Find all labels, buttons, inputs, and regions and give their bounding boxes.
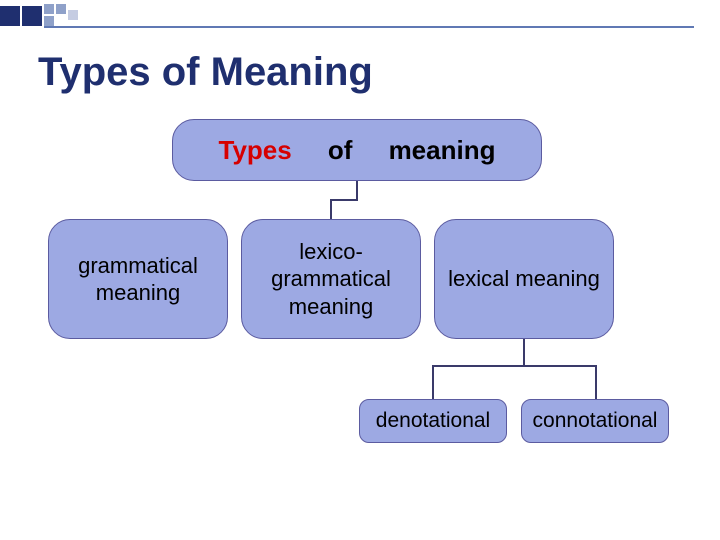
- root-word-types: Types: [219, 135, 292, 165]
- connector: [432, 365, 434, 399]
- deco-square: [44, 16, 54, 26]
- node-label: lexico-grammatical meaning: [242, 238, 420, 321]
- connector: [523, 339, 525, 365]
- deco-square: [56, 4, 66, 14]
- slide-divider: [44, 26, 694, 28]
- connector: [595, 365, 597, 399]
- deco-square: [68, 10, 78, 20]
- node-label: denotational: [376, 408, 490, 434]
- node-label: connotational: [533, 408, 658, 434]
- node-denotational: denotational: [359, 399, 507, 443]
- node-root: Types of meaning: [172, 119, 542, 181]
- connector: [330, 199, 358, 201]
- node-grammatical: grammatical meaning: [48, 219, 228, 339]
- deco-square: [0, 6, 20, 26]
- node-lexico-grammatical: lexico-grammatical meaning: [241, 219, 421, 339]
- node-connotational: connotational: [521, 399, 669, 443]
- node-label: lexical meaning: [448, 265, 600, 293]
- root-word-of: of: [328, 135, 353, 165]
- slide-title: Types of Meaning: [38, 50, 373, 95]
- deco-square: [22, 6, 42, 26]
- connector: [356, 181, 358, 199]
- deco-square: [44, 4, 54, 14]
- node-lexical: lexical meaning: [434, 219, 614, 339]
- node-label: grammatical meaning: [78, 252, 198, 307]
- connector: [432, 365, 597, 367]
- connector: [330, 199, 332, 219]
- root-word-meaning: meaning: [389, 135, 496, 165]
